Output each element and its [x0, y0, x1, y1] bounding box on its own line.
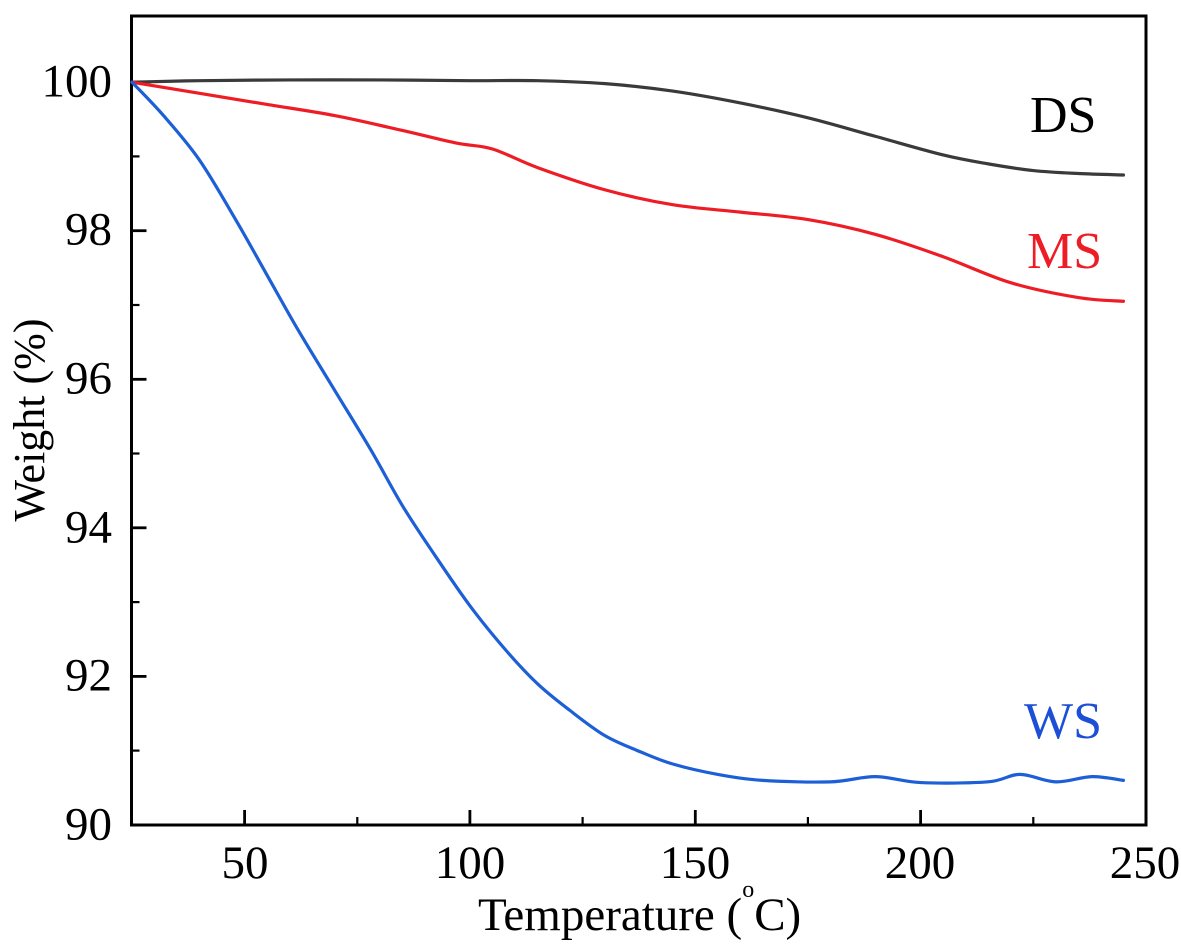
svg-text:Weight (%): Weight (%): [5, 319, 54, 522]
